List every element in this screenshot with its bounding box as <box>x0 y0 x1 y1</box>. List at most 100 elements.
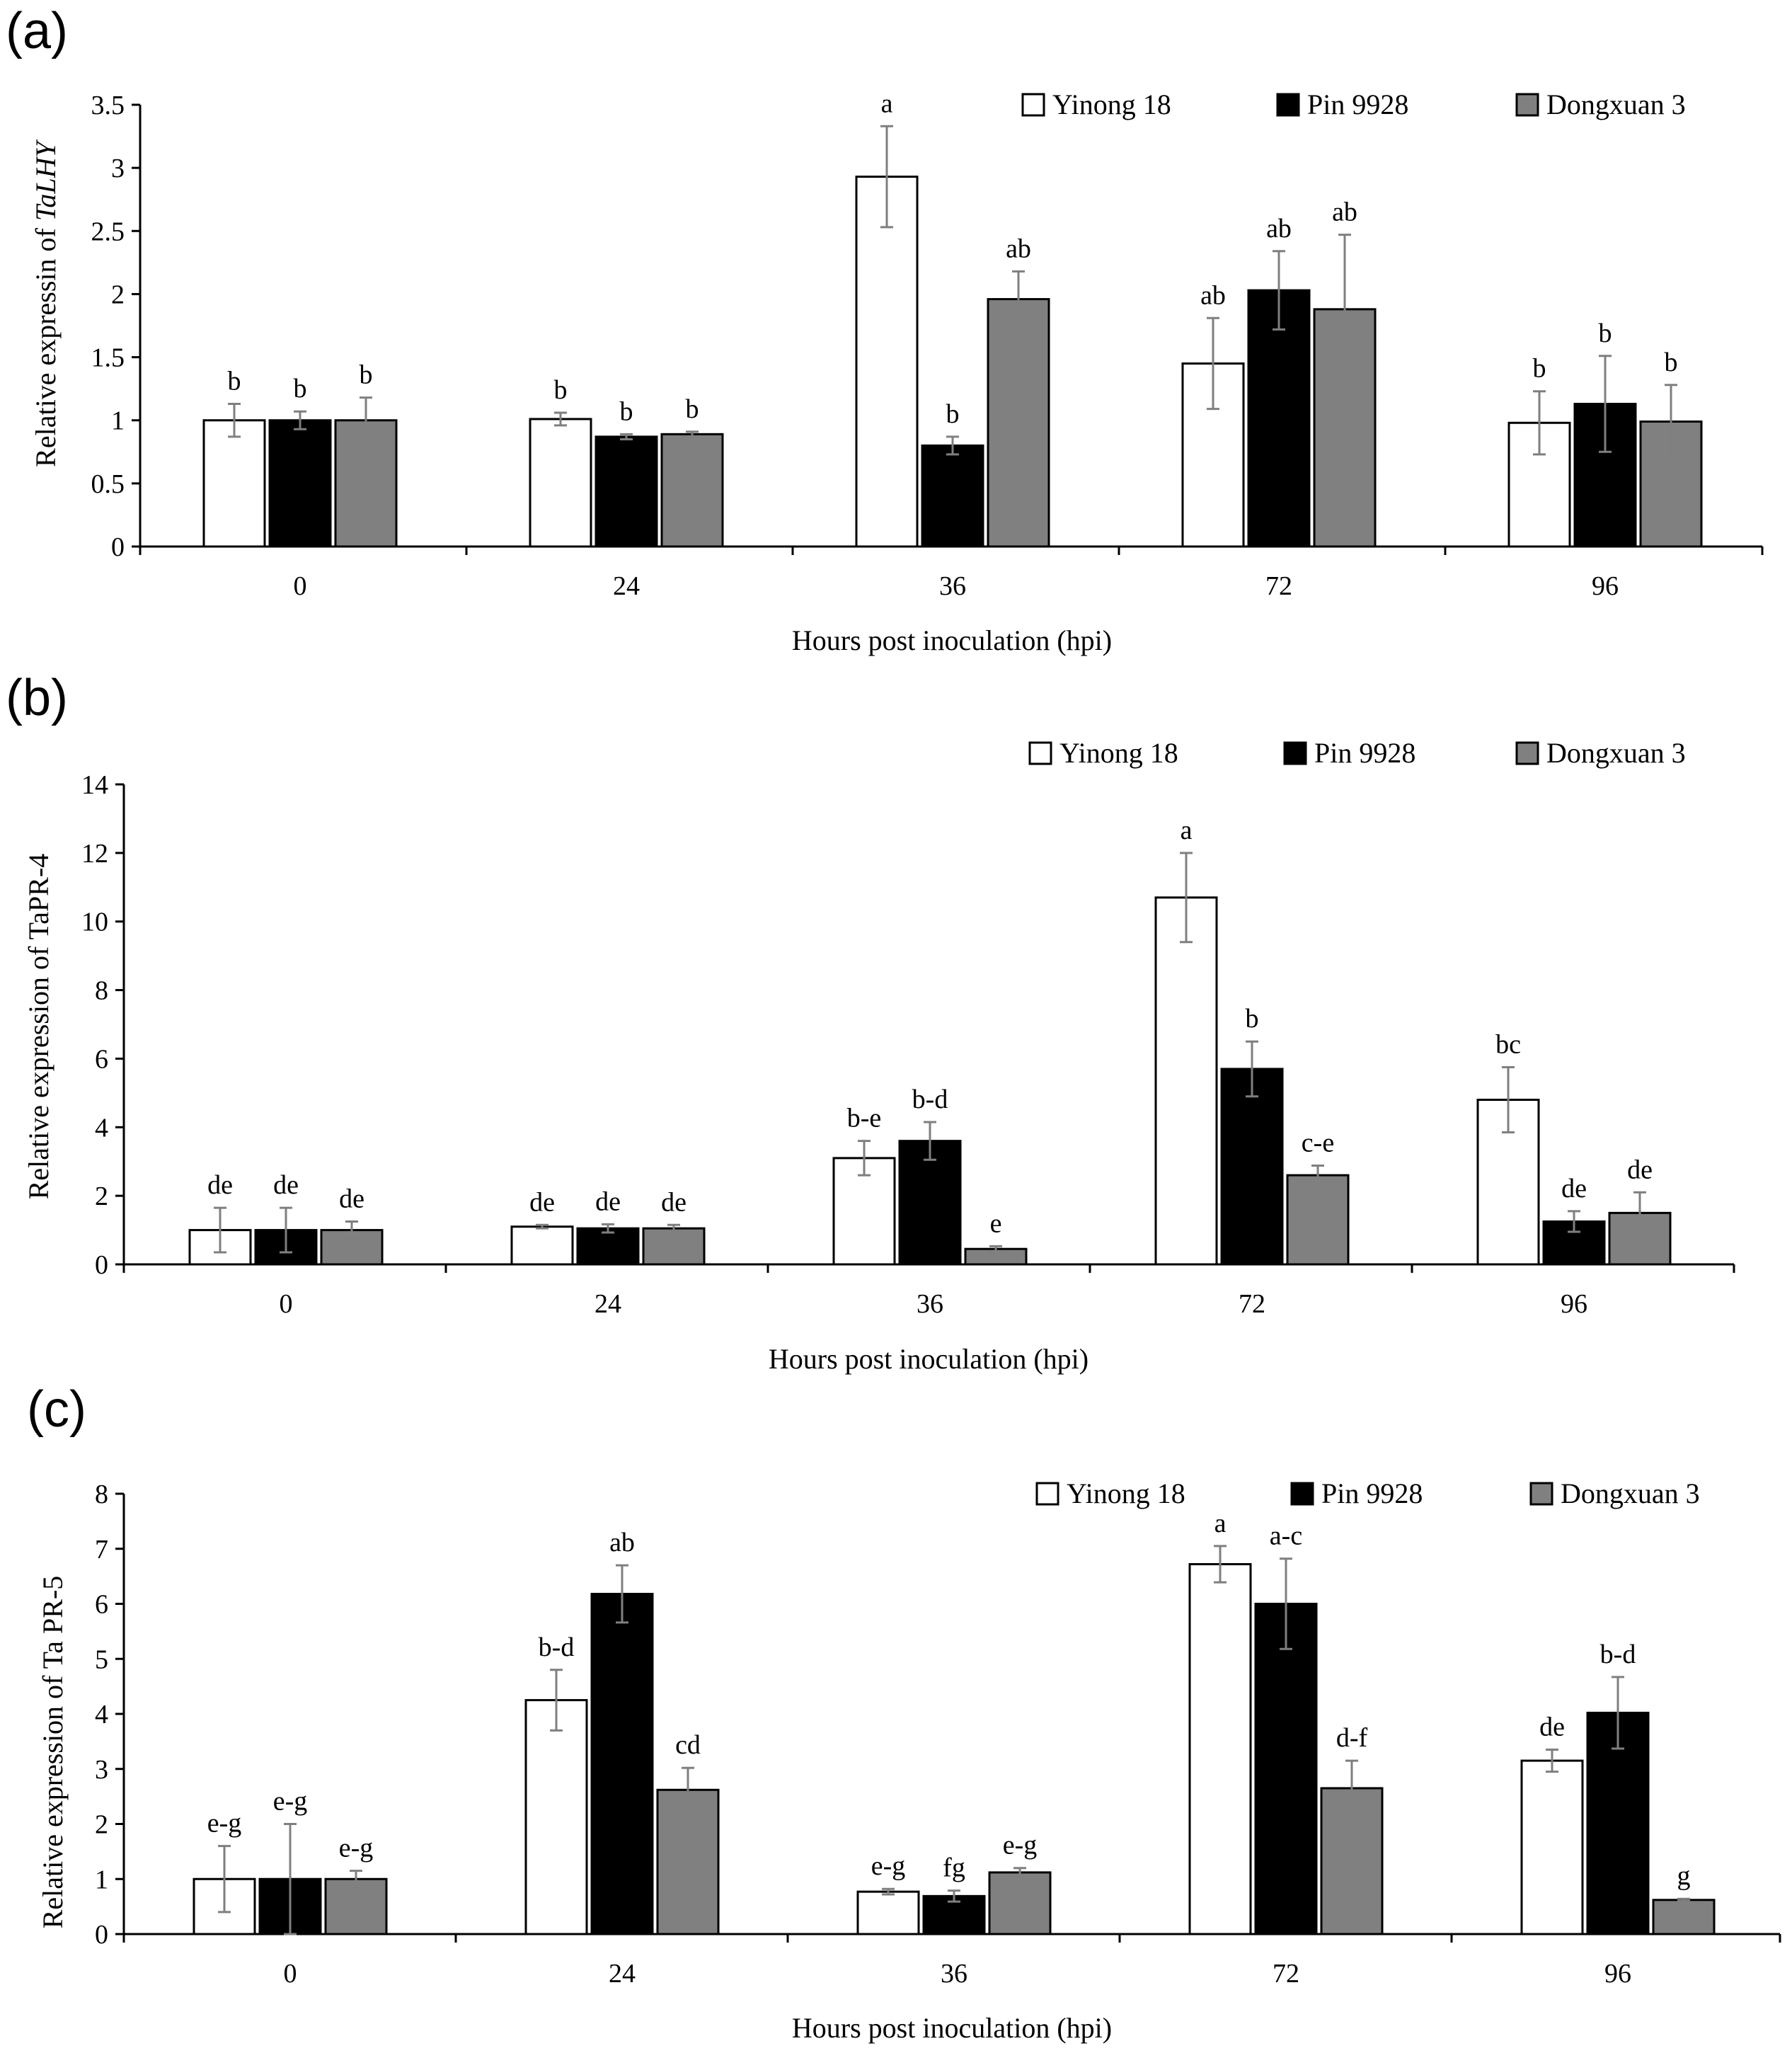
x-tick-label: 24 <box>613 571 640 601</box>
legend-label: Yinong 18 <box>1052 88 1171 120</box>
x-tick-label: 0 <box>294 571 307 601</box>
bar <box>987 298 1050 548</box>
y-tick-label: 0 <box>95 1920 108 1950</box>
x-tick-label: 24 <box>609 1959 636 1989</box>
bar <box>1254 1603 1318 1935</box>
significance-letter: de <box>207 1170 233 1200</box>
panel-a: (a) Relative expressin of TaLHY Hours po… <box>6 3 1764 656</box>
bar <box>856 1890 920 1935</box>
y-tick-label: 0.5 <box>91 469 125 499</box>
significance-letter: fg <box>943 1853 965 1883</box>
y-axis-title: Relative expressin of TaLHY <box>30 139 62 467</box>
significance-letter: b-d <box>1600 1640 1636 1669</box>
significance-letter: de <box>661 1187 687 1217</box>
y-tick-label: 10 <box>81 908 108 937</box>
legend-swatch <box>1283 741 1307 765</box>
significance-letter: ab <box>1266 214 1292 244</box>
significance-letter: b-e <box>847 1104 882 1133</box>
x-axis-title: Hours post inoculation (hpi) <box>792 2012 1112 2044</box>
y-tick-label: 1 <box>95 1865 108 1894</box>
significance-letter: bc <box>1495 1030 1521 1060</box>
significance-letter: b <box>360 360 373 390</box>
significance-letter: b-d <box>912 1085 948 1114</box>
significance-letter: b-d <box>539 1632 575 1662</box>
bar <box>1520 1759 1584 1935</box>
bar <box>1154 896 1218 1266</box>
bar <box>922 1894 986 1935</box>
x-tick-label: 96 <box>1592 571 1619 601</box>
legend-swatch <box>1515 741 1539 765</box>
panel-letter: (c) <box>27 1381 86 1438</box>
x-tick-label: 24 <box>595 1289 621 1319</box>
significance-letter: e-g <box>1003 1831 1038 1860</box>
y-tick-label: 3 <box>111 154 125 183</box>
legend-swatch <box>1028 741 1052 765</box>
bar <box>660 433 724 548</box>
y-tick-label: 3.5 <box>91 91 125 120</box>
significance-letter: d-f <box>1336 1723 1368 1753</box>
panel-b: (b) Relative expression of TaPR-4 Hours … <box>6 670 1735 1375</box>
y-tick-label: 8 <box>95 1480 108 1509</box>
panel-letter: (a) <box>6 3 68 59</box>
significance-letter: ab <box>1200 280 1226 310</box>
bar <box>1286 1174 1350 1266</box>
legend: Yinong 18 Pin 9928 Dongxuan 3 <box>1028 737 1686 769</box>
x-axis-title: Hours post inoculation (hpi) <box>792 624 1112 656</box>
bar <box>576 1227 640 1266</box>
significance-letter: de <box>339 1184 364 1213</box>
bar <box>988 1871 1052 1935</box>
y-axis-title-prefix: Relative expressin of <box>30 221 62 467</box>
bar <box>529 418 592 548</box>
y-tick-label: 3 <box>95 1755 108 1785</box>
legend-swatch <box>1276 93 1300 117</box>
bar <box>590 1593 654 1935</box>
bar <box>524 1699 588 1935</box>
legend: Yinong 18 Pin 9928 Dongxuan 3 <box>1035 1477 1700 1509</box>
bar <box>202 419 266 548</box>
y-tick-label: 2 <box>95 1182 108 1211</box>
bar <box>1652 1899 1716 1935</box>
significance-letter: b <box>1599 319 1612 348</box>
y-tick-label: 8 <box>95 976 108 1006</box>
bar <box>642 1227 706 1266</box>
legend-swatch <box>1035 1482 1059 1506</box>
significance-letter: e-g <box>207 1809 242 1838</box>
bar <box>1220 1068 1284 1266</box>
bar <box>595 435 658 548</box>
significance-letter: b <box>1665 348 1678 377</box>
x-tick-label: 36 <box>917 1289 943 1319</box>
bar <box>898 1140 962 1266</box>
legend-swatch <box>1290 1482 1314 1506</box>
significance-letter: e <box>990 1208 1002 1238</box>
y-axis-title: Relative expression of TaPR-4 <box>23 854 54 1200</box>
x-axis-title: Hours post inoculation (hpi) <box>769 1343 1089 1375</box>
legend-label: Pin 9928 <box>1321 1477 1423 1509</box>
x-tick-label: 0 <box>280 1289 293 1319</box>
y-tick-label: 4 <box>95 1113 108 1143</box>
y-tick-label: 1.5 <box>91 343 125 373</box>
significance-letter: b <box>1246 1004 1259 1034</box>
y-tick-label: 6 <box>95 1044 108 1074</box>
significance-letter: a <box>881 88 893 118</box>
y-tick-label: 4 <box>95 1700 108 1729</box>
significance-letter: e-g <box>339 1834 374 1863</box>
significance-letter: de <box>1561 1174 1587 1203</box>
significance-letter: b <box>620 396 633 426</box>
plot-area: 0 0.5 1 1.5 2 2.5 3 3.5 0 24 36 72 96 b b a ab b b b b ab b b b a… <box>91 88 1764 601</box>
y-tick-label: 2 <box>111 280 125 309</box>
y-axis-title: Relative expression of Ta PR-5 <box>37 1576 69 1929</box>
x-tick-label: 72 <box>1265 571 1292 601</box>
significance-letter: de <box>595 1186 621 1216</box>
bar <box>855 176 919 548</box>
y-tick-label: 5 <box>95 1645 108 1674</box>
significance-letter: ab <box>1332 198 1357 227</box>
significance-letter: c-e <box>1302 1128 1334 1158</box>
significance-letter: de <box>1627 1155 1653 1184</box>
legend-swatch <box>1515 93 1539 117</box>
significance-letter: b <box>1533 354 1546 384</box>
legend-label: Dongxuan 3 <box>1546 88 1686 120</box>
significance-letter: a-c <box>1270 1521 1302 1551</box>
significance-letter: de <box>1539 1712 1565 1742</box>
y-axis-title-gene: TaLHY <box>30 139 62 221</box>
